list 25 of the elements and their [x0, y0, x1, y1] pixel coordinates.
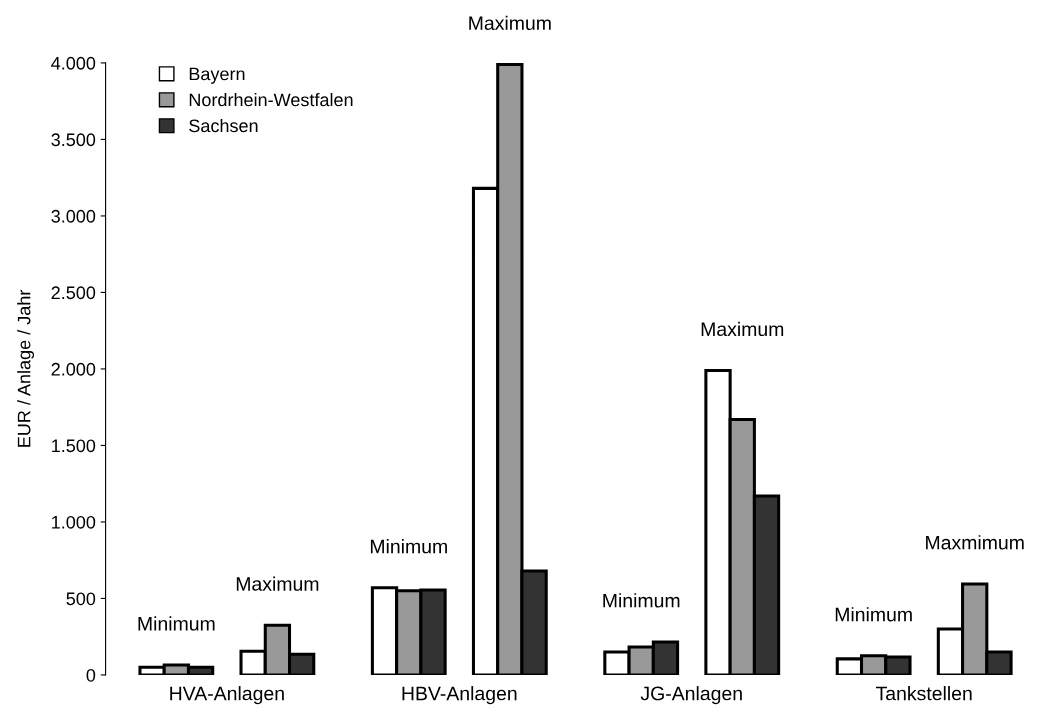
y-tick-label: 1.500: [52, 439, 96, 453]
y-tick-label: 1.000: [52, 515, 96, 529]
annotation: Minimum: [603, 593, 680, 608]
legend-label: Bayern: [189, 67, 245, 84]
y-tick-label: 3.500: [51, 133, 96, 147]
y-tick-label: 2.000: [51, 362, 96, 376]
y-tick-label: 500: [66, 592, 96, 606]
text: HBV-Anlagen: [402, 686, 517, 705]
y-tick-label: 2.500: [51, 286, 96, 300]
y-tick-label: 0: [86, 668, 96, 682]
annotation: Maxmimum: [926, 535, 1024, 550]
y-axis-title: EUR / Anlage / Jahr: [17, 289, 35, 447]
y-tick-label: 3.000: [51, 209, 96, 223]
text: HVA-Anlagen: [170, 686, 284, 705]
annotation: Maximum: [236, 576, 319, 591]
text: Maximum: [469, 15, 551, 31]
legend-label: Nordrhein-Westfalen: [189, 92, 353, 107]
legend-label: Sachsen: [189, 118, 258, 133]
text: Tankstellen: [875, 686, 972, 701]
y-tick-label: 4.000: [51, 56, 96, 70]
annotation: Maximum: [701, 321, 784, 337]
text: JG-Anlagen: [640, 686, 742, 705]
annotation: Minimum: [138, 616, 215, 631]
annotation: Minimum: [370, 539, 447, 554]
annotation: Minimum: [835, 607, 912, 622]
